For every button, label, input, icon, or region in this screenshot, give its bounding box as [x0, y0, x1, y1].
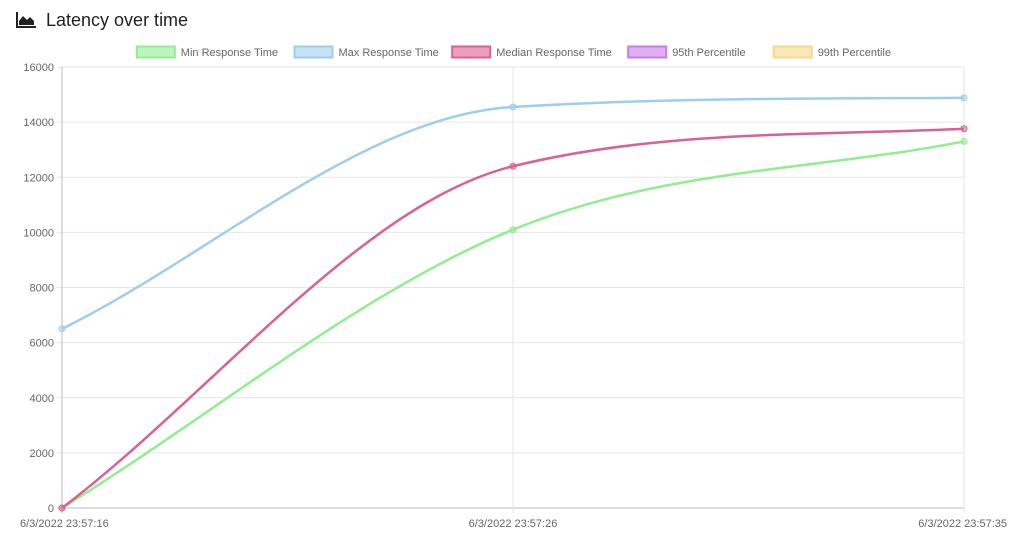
data-point-median-response-time — [58, 504, 66, 512]
x-tick-label: 6/3/2022 23:57:26 — [469, 518, 558, 530]
y-tick-label: 8000 — [30, 283, 54, 295]
y-tick-label: 16000 — [23, 62, 54, 74]
legend-swatch-max-response-time — [293, 45, 334, 59]
legend-swatch-99th-percentile — [772, 45, 813, 59]
y-tick-label: 4000 — [30, 393, 54, 405]
legend-swatch-min-response-time — [135, 45, 176, 59]
data-point-min-response-time — [960, 137, 968, 145]
legend-label-max-response-time: Max Response Time — [339, 47, 439, 59]
chart-header: Latency over time — [16, 8, 188, 32]
legend-swatch-95th-percentile — [627, 45, 668, 59]
legend-label-median-response-time: Median Response Time — [496, 47, 612, 59]
series-line-median-response-time — [61, 127, 965, 509]
legend-label-99th-percentile: 99th Percentile — [818, 47, 891, 59]
y-tick-label: 14000 — [23, 117, 54, 129]
data-point-median-response-time — [960, 125, 968, 133]
y-tick-label: 12000 — [23, 172, 54, 184]
y-tick-label: 0 — [48, 503, 54, 515]
page-title: Latency over time — [46, 9, 189, 30]
y-tick-label: 10000 — [23, 227, 54, 239]
area-chart-icon — [16, 12, 36, 28]
data-point-min-response-time — [509, 226, 517, 234]
x-tick-label: 6/3/2022 23:57:35 — [918, 518, 1007, 530]
data-point-max-response-time — [509, 103, 517, 111]
y-tick-label: 6000 — [30, 338, 54, 350]
data-point-max-response-time — [58, 325, 66, 333]
legend-swatch-median-response-time — [451, 45, 492, 59]
data-point-median-response-time — [509, 162, 517, 170]
legend-label-95th-percentile: 95th Percentile — [672, 47, 745, 59]
x-tick-label: 6/3/2022 23:57:16 — [20, 518, 109, 530]
legend-label-min-response-time: Min Response Time — [181, 47, 278, 59]
y-tick-label: 2000 — [30, 448, 54, 460]
data-point-max-response-time — [960, 94, 968, 102]
